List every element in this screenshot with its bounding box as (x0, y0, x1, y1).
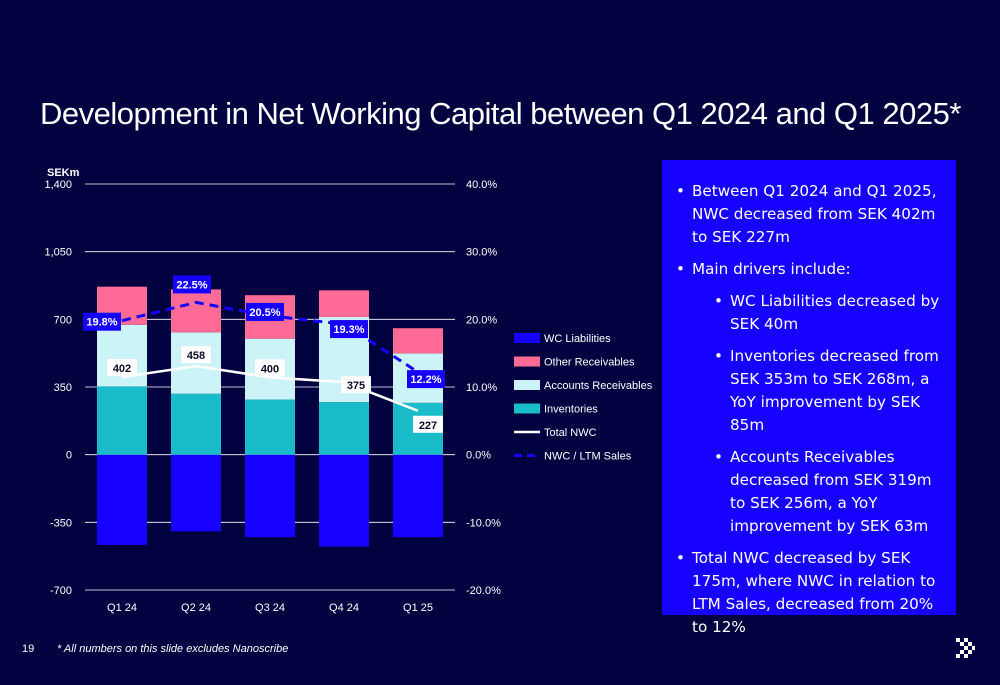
legend-swatch-other-receivables (514, 356, 540, 367)
legend-swatch-inventories (514, 403, 540, 414)
bar-other-receivables (171, 289, 221, 333)
legend-label: NWC / LTM Sales (544, 451, 632, 463)
y-tick-label: 350 (54, 382, 72, 394)
panel-bullet: WC Liabilities decreased by SEK 40m (708, 290, 946, 336)
page-title: Development in Net Working Capital betwe… (40, 96, 961, 131)
pct-data-label: 20.5% (249, 307, 280, 319)
y2-tick-label: -10.0% (466, 517, 501, 529)
x-tick-label: Q3 24 (255, 602, 285, 614)
x-tick-label: Q2 24 (181, 602, 211, 614)
bar-wc-liabilities (171, 454, 221, 532)
legend-swatch-accounts-receivables (514, 380, 540, 390)
bar-other-receivables (319, 290, 369, 318)
panel-bullet: Accounts Receivables decreased from SEK … (708, 446, 946, 538)
footnote: * All numbers on this slide excludes Nan… (57, 643, 289, 655)
y-tick-label: -700 (50, 585, 72, 597)
pct-label-box (173, 275, 211, 294)
y2-tick-label: 20.0% (466, 314, 497, 326)
pct-data-label: 12.2% (410, 374, 441, 386)
nwc-label-box (341, 376, 371, 394)
nwc-data-label: 227 (419, 420, 437, 432)
pct-label-box (246, 302, 284, 321)
bar-wc-liabilities (97, 454, 147, 545)
bar-wc-liabilities (393, 454, 443, 538)
nwc-data-label: 375 (347, 380, 365, 392)
panel-bullet: Total NWC decreased by SEK 175m, where N… (670, 547, 946, 639)
bar-wc-liabilities (319, 454, 369, 547)
nwc-label-box (107, 358, 137, 376)
y2-tick-label: 0.0% (466, 450, 491, 462)
y2-tick-label: 40.0% (466, 179, 497, 191)
y2-tick-label: 30.0% (466, 247, 497, 259)
legend-label: Accounts Receivables (544, 380, 653, 392)
x-tick-label: Q1 24 (107, 602, 137, 614)
nwc-label-box (181, 346, 211, 364)
y-tick-label: 1,400 (44, 179, 72, 191)
y-tick-label: 1,050 (44, 247, 72, 259)
nwc-data-label: 400 (261, 363, 279, 375)
pct-label-box (83, 312, 121, 331)
nwc-data-label: 402 (113, 363, 131, 375)
page-number: 19 (22, 643, 35, 655)
x-tick-label: Q1 25 (403, 602, 433, 614)
bar-inventories (97, 386, 147, 455)
bar-inventories (245, 399, 295, 455)
y-tick-label: -350 (50, 517, 72, 529)
legend-label: Inventories (544, 404, 598, 416)
y2-tick-label: -20.0% (466, 585, 501, 597)
pct-data-label: 22.5% (176, 279, 207, 291)
double-chevron-right-icon (954, 636, 976, 662)
bar-accounts-receivables (97, 324, 147, 387)
y2-tick-label: 10.0% (466, 382, 497, 394)
legend-label: Total NWC (544, 427, 597, 439)
panel-bullet: Inventories decreased from SEK 353m to S… (708, 345, 946, 437)
pct-data-label: 19.3% (333, 324, 364, 336)
panel-bullet: Between Q1 2024 and Q1 2025, NWC decreas… (670, 180, 946, 249)
bar-wc-liabilities (245, 454, 295, 538)
commentary-panel: Between Q1 2024 and Q1 2025, NWC decreas… (662, 160, 956, 636)
y-tick-label: 0 (66, 450, 72, 462)
y-tick-label: 700 (54, 314, 72, 326)
panel-bullet: Main drivers include: (670, 258, 946, 281)
legend-label: Other Receivables (544, 357, 635, 369)
legend-swatch-wc-liabilities (514, 333, 540, 343)
pct-label-box (330, 320, 368, 339)
bar-other-receivables (393, 328, 443, 354)
nwc-data-label: 458 (187, 350, 205, 362)
pct-label-box (407, 370, 445, 389)
bar-inventories (171, 393, 221, 455)
x-tick-label: Q4 24 (329, 602, 359, 614)
pct-data-label: 19.8% (86, 317, 117, 329)
nwc-chart: SEKm 1,400 40.0% 1,050 30.0% 700 20.0% 350 10.0… (44, 167, 653, 614)
bar-inventories (319, 402, 369, 455)
legend-label: WC Liabilities (544, 333, 611, 345)
nwc-label-box (413, 415, 443, 433)
nwc-label-box (255, 359, 285, 377)
unit-label: SEKm (47, 167, 80, 179)
